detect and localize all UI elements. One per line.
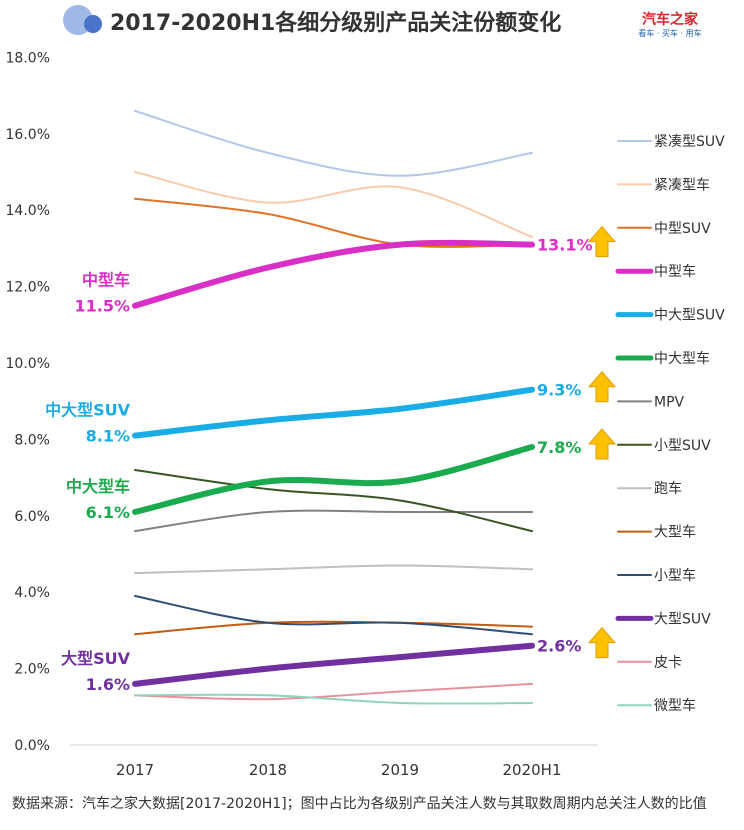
y-tick-label: 14.0% <box>6 203 50 219</box>
legend-label: MPV <box>654 394 685 410</box>
x-tick-label: 2019 <box>381 761 419 779</box>
series-end-value: 13.1% <box>537 236 593 255</box>
title-bar: 2017-2020H1各细分级别产品关注份额变化 <box>63 5 561 36</box>
series-start-value: 8.1% <box>86 427 130 446</box>
legend-label: 紧凑型车 <box>654 176 710 193</box>
legend-item: 皮卡 <box>617 655 682 671</box>
legend-label: 中型SUV <box>654 221 711 237</box>
axes: 0.0% 2.0% 4.0% 6.0% 8.0% 10.0% 12.0% 14.0% 16.0%… <box>6 50 598 779</box>
legend-label: 中型车 <box>654 263 696 280</box>
legend-item: 小型车 <box>617 567 696 584</box>
series-line <box>132 642 535 687</box>
legend-item: 中型车 <box>615 263 696 280</box>
legend-label: 中大型SUV <box>654 308 725 324</box>
series-line <box>134 682 533 701</box>
series-line <box>134 109 533 177</box>
data-labels: 中型车 11.5% 13.1% 中大型SUV 8.1% 9.3% 中大型车 6.1% 7.8% 大… <box>45 236 592 694</box>
y-tick-label: 10.0% <box>6 356 50 372</box>
legend-item: 中大型SUV <box>615 308 725 324</box>
series-line <box>132 239 535 309</box>
series-line <box>132 386 535 439</box>
x-tick-label: 2020H1 <box>503 761 562 779</box>
growth-arrows <box>587 225 617 659</box>
legend-label: 微型车 <box>654 697 696 714</box>
up-arrow-icon <box>587 428 617 460</box>
series-start-name: 中大型车 <box>66 477 130 496</box>
series-line <box>134 620 533 636</box>
legend-label: 大型SUV <box>654 611 711 627</box>
series-line <box>134 197 533 248</box>
legend-item: 紧凑型SUV <box>617 133 725 150</box>
series-line <box>134 509 533 533</box>
legend-item: 小型SUV <box>617 438 711 454</box>
up-arrow-icon <box>587 626 617 659</box>
footer-note: 数据来源：汽车之家大数据[2017-2020H1]；图中占比为各级别产品关注人数… <box>12 796 707 812</box>
series-start-value: 11.5% <box>74 297 130 316</box>
series-layer <box>132 109 535 705</box>
series-start-value: 6.1% <box>86 503 130 522</box>
series-end-value: 9.3% <box>537 381 581 400</box>
legend-item: 大型车 <box>617 524 696 541</box>
y-tick-label: 16.0% <box>6 127 50 143</box>
y-tick-label: 2.0% <box>14 662 50 678</box>
legend-label: 跑车 <box>654 480 682 497</box>
x-tick-label: 2017 <box>116 761 154 779</box>
brand-logo: 汽车之家 看车 · 买车 · 用车 <box>638 11 701 38</box>
y-tick-label: 0.0% <box>14 738 50 754</box>
series-line <box>134 171 533 238</box>
y-tick-label: 18.0% <box>6 50 50 66</box>
legend-item: 中型SUV <box>617 221 711 237</box>
legend-item: 大型SUV <box>615 611 711 627</box>
y-tick-label: 12.0% <box>6 280 50 296</box>
series-end-value: 2.6% <box>537 637 581 656</box>
up-arrow-icon <box>587 370 617 403</box>
title-circle-small <box>84 15 102 33</box>
legend-item: 紧凑型车 <box>617 176 710 193</box>
legend-label: 大型车 <box>654 524 696 541</box>
legend-label: 皮卡 <box>654 655 682 671</box>
y-tick-label: 8.0% <box>14 432 50 448</box>
legend-item: MPV <box>617 394 685 410</box>
y-tick-label: 6.0% <box>14 509 50 525</box>
series-start-name: 中大型SUV <box>45 401 131 420</box>
chart-title: 2017-2020H1各细分级别产品关注份额变化 <box>110 10 561 36</box>
series-start-name: 大型SUV <box>61 649 131 668</box>
series-start-value: 1.6% <box>86 675 130 694</box>
series-line <box>134 468 533 533</box>
series-line <box>134 564 533 575</box>
legend-item: 微型车 <box>617 697 696 714</box>
x-tick-label: 2018 <box>249 761 287 779</box>
legend-label: 紧凑型SUV <box>654 133 725 150</box>
y-tick-label: 4.0% <box>14 585 50 601</box>
series-line <box>134 693 533 705</box>
series-start-name: 中型车 <box>82 271 130 290</box>
legend-label: 中大型车 <box>654 350 710 367</box>
series-line <box>134 595 533 636</box>
legend-label: 小型SUV <box>654 438 711 454</box>
legend-item: 中大型车 <box>615 350 710 367</box>
series-end-value: 7.8% <box>537 438 581 457</box>
brand-tagline: 看车 · 买车 · 用车 <box>638 28 701 38</box>
legend-label: 小型车 <box>654 567 696 584</box>
series-line <box>132 444 535 515</box>
up-arrow-icon <box>587 225 617 258</box>
legend-item: 跑车 <box>617 480 682 497</box>
brand-name: 汽车之家 <box>642 11 699 28</box>
